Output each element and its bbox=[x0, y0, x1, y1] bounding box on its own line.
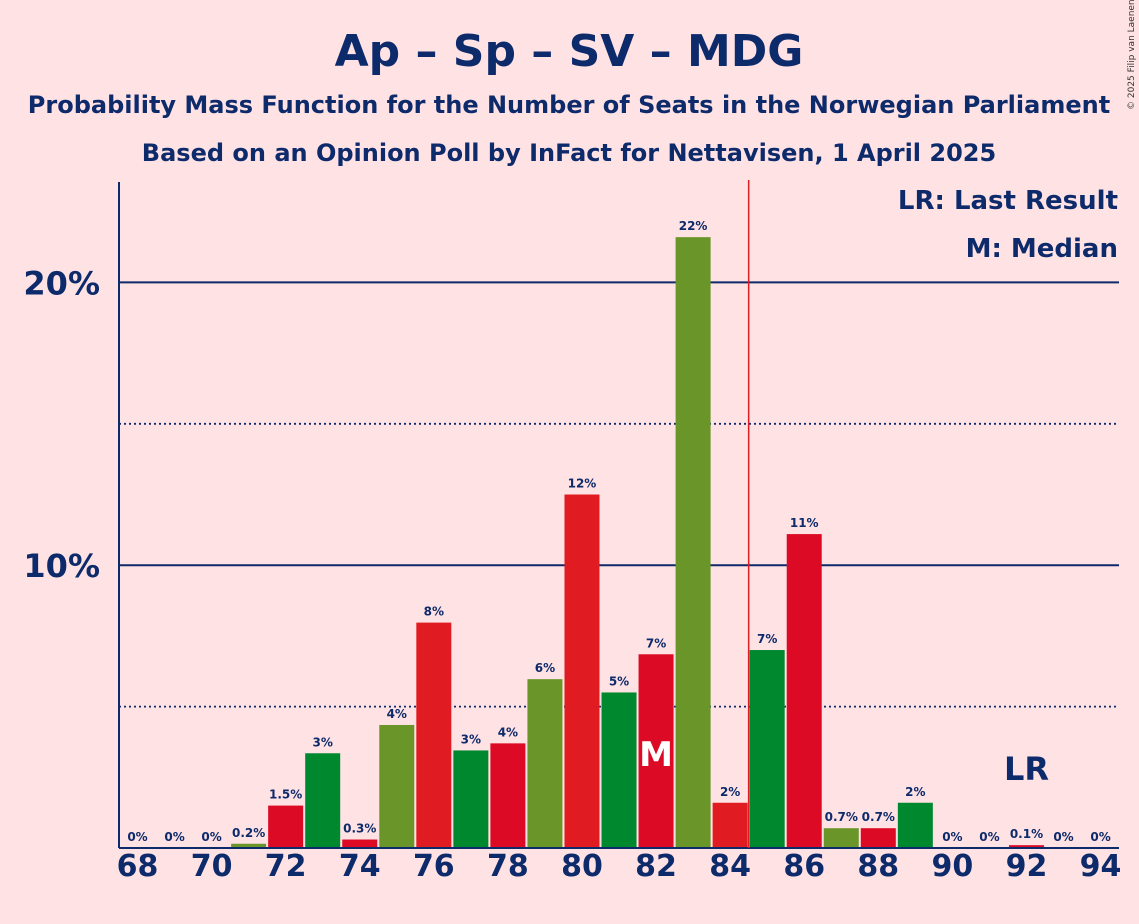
bar-seat-72 bbox=[268, 805, 304, 848]
bar-label-seat-76: 8% bbox=[424, 605, 444, 619]
bar-label-seat-88: 0.7% bbox=[862, 810, 895, 824]
bar-label-seat-77: 3% bbox=[461, 732, 481, 746]
bar-seat-84 bbox=[712, 802, 748, 848]
bar-seat-74 bbox=[342, 839, 378, 848]
bar-label-seat-94: 0% bbox=[1090, 830, 1110, 844]
x-tick-label: 92 bbox=[1006, 849, 1048, 884]
x-tick-label: 72 bbox=[265, 849, 307, 884]
bar-seat-85 bbox=[749, 650, 785, 848]
bar-seat-92 bbox=[1008, 845, 1044, 848]
x-tick-label: 76 bbox=[413, 849, 455, 884]
bars bbox=[231, 237, 1044, 849]
y-tick-label: 20% bbox=[23, 264, 100, 302]
grid-lines bbox=[119, 281, 1119, 708]
bar-label-seat-74: 0.3% bbox=[343, 822, 376, 836]
bar-label-seat-84: 2% bbox=[720, 785, 740, 799]
bar-label-seat-80: 12% bbox=[568, 477, 597, 491]
legend-median: M: Median bbox=[966, 234, 1118, 264]
x-tick-label: 84 bbox=[709, 849, 751, 884]
bar-label-seat-87: 0.7% bbox=[825, 810, 858, 824]
bar-label-seat-92: 0.1% bbox=[1010, 827, 1043, 841]
bar-seat-82 bbox=[638, 654, 674, 848]
bar-seat-80 bbox=[564, 494, 600, 848]
bar-seat-75 bbox=[379, 724, 415, 848]
bar-label-seat-73: 3% bbox=[313, 735, 333, 749]
bar-label-seat-91: 0% bbox=[979, 830, 999, 844]
x-tick-label: 78 bbox=[487, 849, 529, 884]
x-axis-ticks: 68 70 72 74 76 78 80 82 84 86 88 90 92 94 bbox=[117, 849, 1122, 884]
bar-seat-83 bbox=[675, 237, 711, 849]
bar-label-seat-90: 0% bbox=[942, 830, 962, 844]
x-tick-label: 68 bbox=[117, 849, 159, 884]
median-marker: M bbox=[639, 735, 673, 775]
x-tick-label: 70 bbox=[191, 849, 233, 884]
copyright-notice: © 2025 Filip van Laenen bbox=[1127, 0, 1137, 110]
chart-subtitle: Probability Mass Function for the Number… bbox=[28, 91, 1110, 119]
bar-label-seat-82: 7% bbox=[646, 636, 666, 650]
bar-seat-71 bbox=[231, 843, 267, 848]
bar-label-seat-78: 4% bbox=[498, 725, 518, 739]
bar-label-seat-71: 0.2% bbox=[232, 826, 265, 840]
bar-label-seat-79: 6% bbox=[535, 661, 555, 675]
bar-label-seat-86: 11% bbox=[790, 516, 819, 530]
bar-seat-86 bbox=[786, 534, 822, 848]
chart-title: Ap – Sp – SV – MDG bbox=[335, 26, 804, 77]
bar-label-seat-93: 0% bbox=[1053, 830, 1073, 844]
bar-seat-73 bbox=[305, 753, 341, 848]
bar-labels: 0% 0% 0% 0.2% 1.5% 3% 0.3% 4% 8% 3% 4% 6% 12% 5% 7% 22%… bbox=[127, 219, 1110, 844]
bar-label-seat-75: 4% bbox=[387, 707, 407, 721]
bar-label-seat-72: 1.5% bbox=[269, 788, 302, 802]
x-tick-label: 94 bbox=[1080, 849, 1122, 884]
y-tick-label: 10% bbox=[23, 547, 100, 585]
x-tick-label: 86 bbox=[783, 849, 825, 884]
legend-last-result: LR: Last Result bbox=[898, 186, 1118, 216]
bar-label-seat-68: 0% bbox=[127, 830, 147, 844]
bar-label-seat-81: 5% bbox=[609, 674, 629, 688]
chart-source-line: Based on an Opinion Poll by InFact for N… bbox=[142, 139, 996, 167]
x-tick-label: 90 bbox=[932, 849, 974, 884]
bar-seat-78 bbox=[490, 743, 526, 848]
bar-label-seat-70: 0% bbox=[201, 830, 221, 844]
bar-seat-77 bbox=[453, 750, 489, 848]
last-result-marker: LR bbox=[1004, 750, 1049, 788]
bar-seat-87 bbox=[823, 828, 859, 848]
bar-seat-88 bbox=[860, 828, 896, 848]
bar-seat-89 bbox=[897, 802, 933, 848]
y-axis-ticks: 10% 20% bbox=[23, 264, 100, 585]
bar-label-seat-69: 0% bbox=[164, 830, 184, 844]
x-tick-label: 88 bbox=[857, 849, 899, 884]
x-tick-label: 74 bbox=[339, 849, 381, 884]
bar-label-seat-85: 7% bbox=[757, 632, 777, 646]
bar-label-seat-83: 22% bbox=[679, 219, 708, 233]
bar-label-seat-89: 2% bbox=[905, 785, 925, 799]
bar-seat-81 bbox=[601, 692, 637, 848]
x-tick-label: 82 bbox=[635, 849, 677, 884]
bar-seat-79 bbox=[527, 679, 563, 848]
x-tick-label: 80 bbox=[561, 849, 603, 884]
bar-seat-76 bbox=[416, 622, 452, 848]
